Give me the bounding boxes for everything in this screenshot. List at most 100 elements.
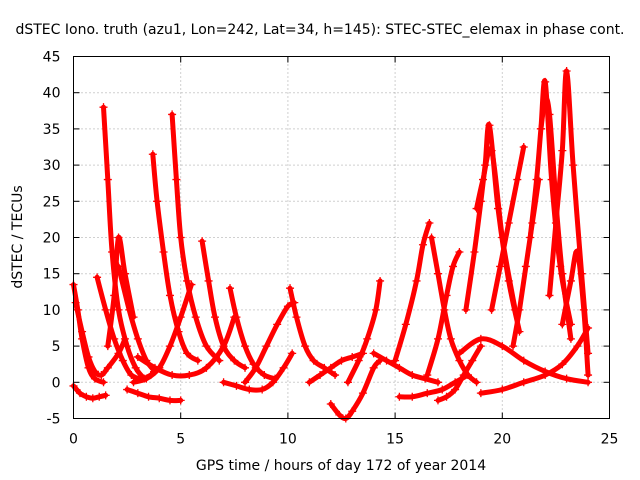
data-point [168,110,177,119]
data-point [251,363,260,372]
data-point [532,175,541,184]
data-point [391,356,400,365]
data-point [573,342,582,351]
series-line [124,387,184,404]
data-point [496,262,505,271]
series-arc-15 [219,349,297,394]
data-point [131,363,140,372]
data-point [395,363,404,372]
data-point [176,396,185,405]
data-point [455,356,464,365]
data-point [382,356,391,365]
data-point [159,247,168,256]
data-point [241,363,250,372]
series-line [242,300,297,385]
data-point [144,392,153,401]
data-point [509,342,518,351]
data-point [331,371,340,380]
data-point [103,342,112,351]
data-point [551,219,560,228]
x-tick-label: 5 [176,432,185,448]
data-point [219,342,228,351]
x-axis-label: GPS time / hours of day 172 of year 2014 [196,458,486,474]
data-point [230,356,239,365]
data-point [176,313,185,322]
data-point [395,392,404,401]
y-tick-label: 5 [52,339,61,355]
series-arc-26 [427,233,481,387]
series-arc-20 [343,276,385,387]
data-point [279,363,288,372]
data-point [232,313,241,322]
data-point [562,374,571,383]
series-arc-21 [369,349,442,387]
data-point [262,342,271,351]
data-point [376,276,385,285]
data-point [423,389,432,398]
data-point [433,378,442,387]
data-point [286,284,295,293]
data-point [461,305,470,314]
data-point [148,150,157,159]
data-point [101,391,110,400]
y-tick-label: 20 [43,231,61,247]
data-point [114,305,123,314]
data-point [451,385,460,394]
data-point [354,356,363,365]
series-arc-10 [129,280,196,387]
data-point [584,378,593,387]
data-point [573,247,582,256]
series-arc-24 [423,247,464,380]
data-point [103,363,112,372]
series-arc-29 [487,143,528,314]
data-point [155,394,164,403]
data-point [183,276,192,285]
data-point [408,371,417,380]
data-point [114,233,123,242]
data-point [371,305,380,314]
data-point [153,197,162,206]
x-tick-label: 0 [69,432,78,448]
grid-lines [73,56,610,419]
data-point [515,305,524,314]
data-point [127,371,136,380]
x-tick-label: 10 [279,432,297,448]
series-line [287,285,338,378]
data-point [288,349,297,358]
chart-title: dSTEC Iono. truth (azu1, Lon=242, Lat=34… [15,22,624,38]
series-arc-34 [476,324,593,398]
data-point [176,233,185,242]
data-point [363,334,372,343]
data-point [558,269,567,278]
data-point [541,95,550,104]
data-point [455,247,464,256]
data-point [226,284,235,293]
series-arc-35 [455,334,593,387]
y-tick-label: 45 [43,50,61,66]
data-point [519,356,528,365]
data-point [99,103,108,112]
data-point [326,400,335,409]
data-point [168,371,177,380]
data-point [258,385,267,394]
data-point [433,334,442,343]
plot-area [69,66,593,423]
x-tick-labels: 0 5 10 15 20 25 [69,432,618,448]
data-point [245,385,254,394]
data-point [260,371,269,380]
data-point [202,363,211,372]
series-arc-14 [226,284,280,383]
series-arc-32 [536,95,575,343]
x-tick-label: 25 [601,432,619,448]
data-point [521,262,530,271]
data-point [337,356,346,365]
data-point [82,392,91,401]
data-point [101,305,110,314]
y-axis-label: dSTEC / TECUs [10,185,26,288]
data-point [358,389,367,398]
series-arc-09 [168,110,224,365]
plot-frame [73,56,610,419]
data-point [165,291,174,300]
data-point [241,342,250,351]
